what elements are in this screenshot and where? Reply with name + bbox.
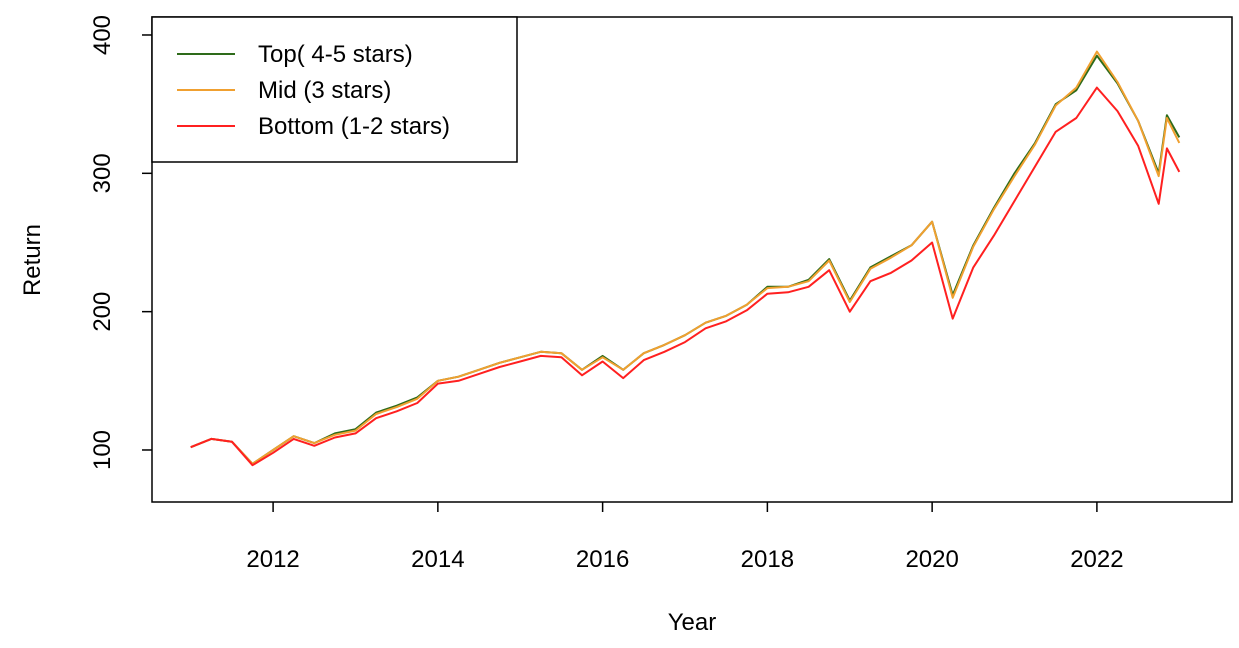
x-tick-label: 2020: [905, 546, 958, 573]
legend-label: Bottom (1-2 stars): [258, 113, 450, 140]
y-tick-label: 200: [89, 292, 116, 332]
series-line: [190, 50, 1181, 465]
y-axis-label: Return: [19, 224, 46, 296]
legend-label: Top( 4-5 stars): [258, 41, 413, 68]
y-tick-label: 300: [89, 153, 116, 193]
y-tick-label: 400: [89, 15, 116, 55]
x-axis-label: Year: [668, 609, 717, 636]
y-tick-label: 100: [89, 430, 116, 470]
legend-label: Mid (3 stars): [258, 77, 391, 104]
x-tick-label: 2016: [576, 546, 629, 573]
x-tick-label: 2012: [246, 546, 299, 573]
x-tick-label: 2014: [411, 546, 464, 573]
x-tick-label: 2022: [1070, 546, 1123, 573]
x-tick-label: 2018: [741, 546, 794, 573]
series-line: [190, 86, 1181, 467]
plot-frame: [151, 16, 1233, 503]
